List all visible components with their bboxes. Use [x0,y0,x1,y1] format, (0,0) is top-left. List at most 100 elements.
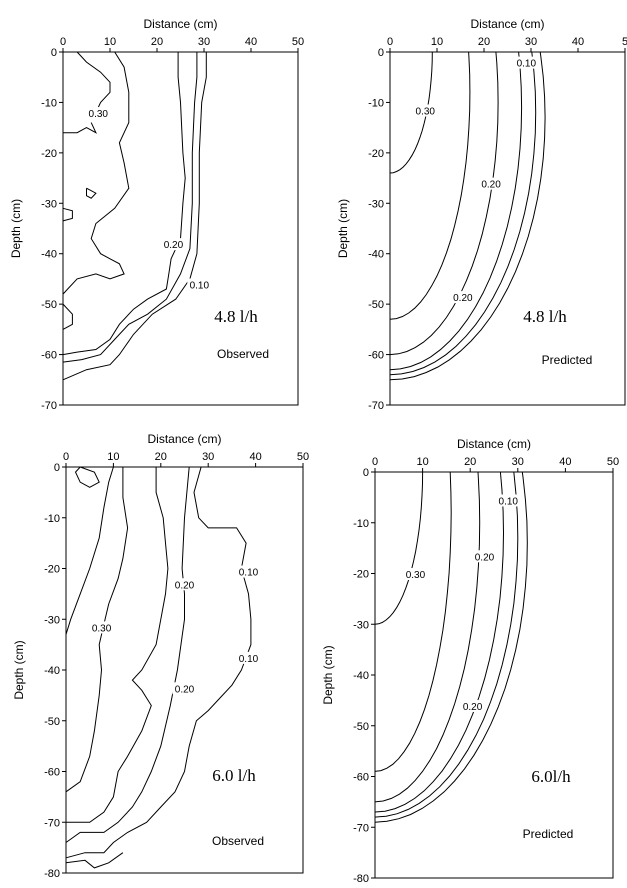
contour-label: 0.20 [463,702,483,713]
contour-line-0_1 [389,51,546,381]
contour-line-0_3 [63,122,97,134]
contour-line-0_2 [62,52,186,356]
x-tick-label: 50 [607,456,619,468]
contour-line-0_1 [374,471,519,818]
y-tick-label: -30 [353,619,369,631]
x-axis-title: Distance (cm) [457,437,531,451]
contour-label-bg [403,568,428,581]
y-tick-label: 0 [363,467,369,479]
y-tick-label: 0 [54,462,60,474]
y-tick-label: -10 [44,513,60,525]
contour-label: 0.20 [175,580,195,591]
x-tick-label: 20 [151,36,163,48]
contour-label: 0.30 [416,107,436,118]
contour-line-0_3 [65,467,129,793]
y-tick-label: -60 [368,350,384,362]
contour-label-bg [472,550,497,563]
x-tick-label: 10 [416,456,428,468]
contour-line-0_1 [65,466,252,859]
x-axis-title: Distance (cm) [143,17,217,31]
x-tick-label: 0 [387,36,393,48]
plot-frame [374,471,614,879]
contour-line-0_3 [76,51,111,113]
contour-label-bg [187,278,212,291]
contour-label: 0.10 [499,496,519,507]
contour-label: 0.10 [239,568,259,579]
y-tick-label: -50 [41,299,57,311]
contour-line-0_1 [62,52,207,381]
y-axis-title: Depth (cm) [12,640,26,699]
plot-frame [389,51,626,406]
y-tick-label: -10 [353,518,369,530]
chart-panel-bottom-left: 0 10 20 30 40 50 Distance (cm) 0 -10 -20 -30 -40 -50… [12,432,309,880]
condition-label: Observed [212,834,264,848]
y-tick-label: 0 [378,47,384,59]
y-axis-title: Depth (cm) [321,645,335,704]
x-tick-label: 40 [245,36,257,48]
x-tick-label: 30 [525,36,537,48]
y-tick-label: 0 [51,47,57,59]
y-tick-label: -80 [44,868,60,880]
contour-label: 0.30 [89,109,109,120]
x-axis-title: Distance (cm) [147,432,221,446]
contour-line-0_2 [66,467,169,823]
x-tick-label: 0 [372,456,378,468]
x-tick-label: 0 [60,36,66,48]
y-tick-label: -60 [44,767,60,779]
x-tick-label: 30 [202,451,214,463]
contour-label: 0.30 [92,623,112,634]
y-tick-label: -10 [368,97,384,109]
chart-panel-top-left: 0 10 20 30 40 50 Distance (cm) 0 -10 -20 -30 -40 -50… [9,17,304,412]
y-tick-label: -40 [353,670,369,682]
condition-label: Observed [217,347,269,361]
y-tick-label: -40 [44,665,60,677]
contour-label-bg [514,56,539,69]
contour-line-0_1 [389,51,537,376]
contour-line-0_1 [374,471,528,823]
contour-label-bg [161,238,186,251]
y-tick-label: -50 [353,721,369,733]
contour-label: 0.10 [517,59,537,70]
y-tick-label: -70 [41,400,57,412]
y-tick-label: -20 [353,569,369,581]
y-tick-label: -70 [353,822,369,834]
contour-label: 0.10 [190,280,210,291]
contour-line-0_1 [389,51,523,371]
y-tick-label: -30 [44,614,60,626]
y-tick-label: -50 [44,716,60,728]
contour-label: 0.20 [475,552,495,563]
contour-label: 0.20 [481,180,501,191]
y-tick-label: -20 [44,564,60,576]
contour-label-bg [236,565,261,578]
y-tick-label: -60 [353,772,369,784]
x-tick-label: 40 [559,456,571,468]
contour-label: 0.10 [239,654,259,665]
contour-line-0_1 [62,52,198,363]
condition-label: Predicted [542,353,593,367]
plot-frame [62,51,299,406]
x-tick-label: 10 [107,451,119,463]
y-tick-label: -20 [41,148,57,160]
contour-label-bg [496,494,521,507]
x-tick-label: 30 [198,36,210,48]
y-tick-label: -50 [368,299,384,311]
contour-label-bg [86,107,111,120]
contour-label-bg [479,177,504,190]
contour-label: 0.20 [164,240,184,251]
y-tick-label: -20 [368,148,384,160]
x-tick-label: 10 [431,36,443,48]
x-tick-label: 20 [464,456,476,468]
contour-line-0_2 [389,51,471,320]
y-tick-label: -60 [41,350,57,362]
x-tick-label: 20 [155,451,167,463]
flow-rate-label: 4.8 l/h [523,307,567,326]
contour-line-0_3 [65,466,114,635]
contour-label-bg [89,621,114,634]
contour-line-0_1 [65,852,124,869]
contour-label-bg [172,682,197,695]
x-tick-label: 50 [292,36,304,48]
y-tick-label: -30 [41,198,57,210]
y-tick-label: -70 [368,400,384,412]
x-tick-label: 10 [104,36,116,48]
